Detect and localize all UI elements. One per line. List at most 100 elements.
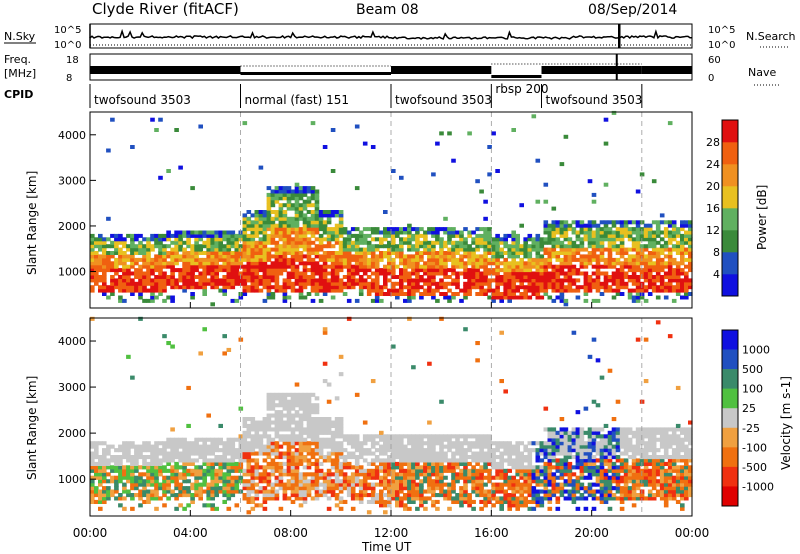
power-cell [467, 281, 472, 286]
freq-label: Freq. [4, 53, 31, 66]
velocity-cell [266, 489, 272, 494]
velocity-cell [503, 489, 508, 494]
power-cell [647, 285, 653, 290]
power-cell [575, 278, 581, 283]
velocity-cell [503, 475, 508, 480]
velocity-cell [419, 455, 424, 460]
power-cell [407, 298, 412, 303]
velocity-cell [551, 482, 557, 487]
velocity-cell [170, 437, 175, 442]
velocity-cell [302, 455, 308, 460]
velocity-cell [350, 475, 356, 480]
velocity-cell [202, 444, 207, 449]
power-cell [302, 189, 308, 194]
velocity-cell [567, 496, 573, 501]
power-cell [334, 240, 340, 245]
velocity-cell [354, 455, 360, 460]
velocity-cell [178, 444, 183, 449]
power-cell [330, 227, 336, 232]
velocity-cell [274, 392, 280, 397]
velocity-cell [523, 479, 528, 484]
velocity-cell [427, 434, 432, 439]
power-cell [118, 288, 123, 293]
power-cell [278, 257, 284, 262]
power-cell [194, 247, 199, 252]
power-cell [587, 237, 593, 242]
power-cell [527, 295, 533, 300]
power-cell [463, 271, 468, 276]
power-cell [226, 257, 232, 262]
power-cell [619, 254, 625, 259]
power-cell [146, 281, 151, 286]
power-cell [298, 237, 304, 242]
velocity-cell [270, 437, 276, 442]
power-cell [210, 244, 215, 249]
velocity-cell [246, 451, 252, 456]
power-cell [350, 285, 356, 290]
velocity-cell [467, 455, 472, 460]
power-cell [671, 244, 677, 249]
velocity-cell [559, 448, 565, 453]
velocity-cell [354, 461, 360, 466]
power-cell [615, 244, 621, 249]
power-cell [591, 281, 597, 286]
power-cell [314, 192, 320, 197]
velocity-cell [206, 465, 211, 470]
power-cell [467, 131, 472, 136]
velocity-cell [579, 455, 585, 460]
velocity-cell [471, 482, 476, 487]
velocity-cell [230, 493, 236, 498]
velocity-cell [583, 458, 589, 463]
velocity-cell [346, 437, 352, 442]
power-cell [286, 220, 292, 225]
power-cell [110, 254, 115, 259]
power-cell [479, 237, 484, 242]
power-cell [680, 285, 685, 290]
velocity-cell [290, 482, 296, 487]
velocity-cell [459, 499, 464, 504]
y-tick-label: 3000 [58, 174, 86, 187]
power-cell [266, 251, 272, 255]
velocity-cell [362, 475, 368, 480]
velocity-cell [531, 465, 537, 470]
power-cell [603, 261, 609, 266]
power-cell [499, 247, 504, 252]
power-cell [671, 220, 677, 225]
velocity-cell [559, 427, 565, 432]
velocity-cell [543, 475, 549, 480]
velocity-cell [483, 475, 488, 480]
velocity-cell [551, 451, 557, 456]
power-cell [439, 278, 444, 283]
velocity-cell [463, 489, 468, 494]
power-cell [487, 240, 492, 245]
power-cell [383, 285, 388, 290]
power-cell [246, 233, 252, 238]
velocity-cell [290, 458, 296, 463]
power-cell [543, 271, 549, 276]
velocity-cell [90, 451, 95, 456]
velocity-cell [395, 461, 400, 466]
power-cell [294, 275, 300, 279]
velocity-cell [210, 472, 215, 477]
velocity-cell [374, 499, 380, 504]
power-cell [680, 278, 685, 283]
power-cell [639, 268, 645, 273]
power-cell [403, 298, 408, 303]
velocity-cell [407, 434, 412, 439]
velocity-cell [411, 434, 416, 439]
velocity-cell [262, 434, 268, 439]
power-cell [326, 288, 332, 293]
power-cell [154, 254, 159, 259]
velocity-cell [507, 503, 512, 508]
power-cell [595, 257, 601, 262]
power-cell [479, 257, 484, 262]
power-cell [290, 223, 296, 228]
power-cell [142, 254, 147, 259]
power-cell [395, 233, 400, 238]
power-cell [559, 268, 565, 273]
velocity-cell [559, 475, 565, 480]
power-cell [407, 281, 412, 286]
power-cell [519, 247, 524, 252]
power-cell [475, 292, 480, 296]
power-cell [483, 240, 488, 245]
